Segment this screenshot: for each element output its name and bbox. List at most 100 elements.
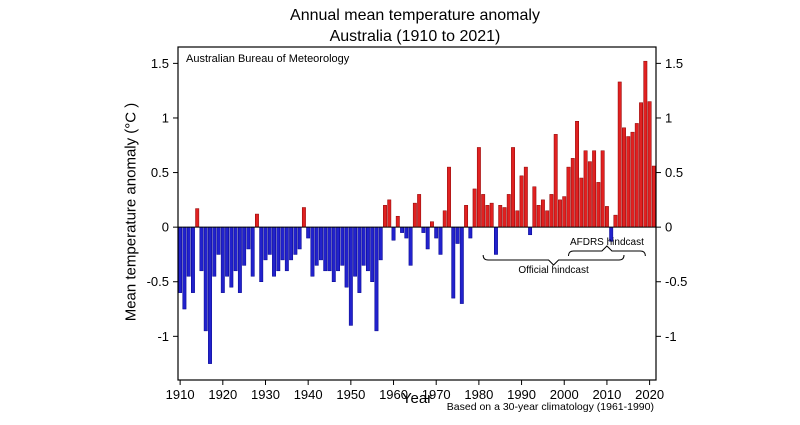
- bar-year-1925: [242, 226, 247, 266]
- bar-year-2001: [566, 166, 571, 228]
- bar-year-1977: [464, 205, 469, 228]
- bar-year-1932: [272, 226, 276, 277]
- bar-year-1995: [540, 199, 545, 228]
- bar-year-1917: [208, 226, 212, 364]
- bar-year-1975: [455, 226, 460, 244]
- bar-year-1980: [476, 147, 481, 228]
- bar-year-1924: [237, 226, 242, 293]
- bar-year-1974: [451, 226, 456, 299]
- bar-year-1918: [212, 226, 217, 277]
- y-tick-label-left: 1: [162, 110, 169, 125]
- bar-year-2008: [596, 182, 601, 228]
- bar-year-2014: [622, 127, 626, 228]
- bar-year-1987: [506, 194, 511, 228]
- bar-year-2004: [579, 177, 584, 228]
- x-tick-label: 1910: [166, 387, 195, 402]
- y-tick-label-left: 1.5: [151, 56, 169, 71]
- bar-year-2020: [647, 101, 652, 228]
- bar-year-1931: [267, 226, 272, 255]
- x-tick-label: 2000: [550, 387, 579, 402]
- bar-year-1967: [421, 226, 426, 233]
- bar-year-1989: [515, 210, 520, 228]
- bar-year-1965: [412, 202, 417, 228]
- bar-year-1963: [404, 226, 409, 239]
- afdrs-hindcast-label: AFDRS hindcast: [570, 237, 644, 248]
- y-tick-label-left: -0.5: [147, 274, 169, 289]
- bar-year-1944: [323, 226, 328, 272]
- bar-year-2018: [639, 102, 644, 228]
- bar-year-1948: [340, 226, 345, 266]
- bar-year-2009: [600, 150, 605, 228]
- bar-year-1962: [400, 226, 405, 233]
- y-tick-label-right: 1.5: [665, 56, 683, 71]
- afdrs-hindcast-brace: [568, 245, 646, 257]
- bar-year-1957: [378, 226, 383, 261]
- x-tick-label: 1950: [336, 387, 365, 402]
- bar-year-1940: [306, 226, 311, 239]
- bar-year-2021: [651, 165, 656, 228]
- bar-year-1929: [259, 226, 264, 282]
- bar-year-1928: [255, 213, 259, 228]
- bar-year-1991: [523, 166, 528, 228]
- x-tick-label: 2020: [635, 387, 664, 402]
- bar-year-1910: [178, 226, 183, 293]
- bar-year-1969: [430, 221, 434, 228]
- x-tick-label: 1930: [251, 387, 280, 402]
- bar-year-2002: [570, 158, 575, 228]
- bar-year-1964: [408, 226, 413, 266]
- x-tick-label: 1970: [422, 387, 451, 402]
- bar-year-1979: [472, 188, 477, 228]
- bar-year-1935: [284, 226, 289, 272]
- bar-year-1920: [220, 226, 225, 293]
- bar-year-1951: [353, 226, 358, 277]
- bar-year-1943: [319, 226, 323, 261]
- bar-year-1959: [387, 199, 392, 228]
- bar-year-2019: [643, 60, 648, 228]
- bar-year-2007: [592, 150, 597, 228]
- bar-year-1915: [199, 226, 204, 272]
- source-watermark: Australian Bureau of Meteorology: [186, 53, 350, 65]
- bar-year-1921: [225, 226, 230, 277]
- bar-year-2017: [634, 123, 639, 228]
- bar-year-1927: [250, 226, 255, 277]
- bar-year-2016: [630, 131, 635, 228]
- bar-year-1949: [344, 226, 349, 288]
- bar-year-1953: [361, 226, 366, 266]
- bar-year-2012: [613, 214, 618, 228]
- bar-year-1983: [489, 202, 494, 228]
- bar-year-1958: [383, 205, 387, 228]
- bar-year-1947: [336, 226, 340, 272]
- bar-year-1946: [331, 226, 336, 282]
- y-tick-label-right: -0.5: [665, 274, 687, 289]
- bar-year-1941: [310, 226, 315, 277]
- chart-title-line2: Australia (1910 to 2021): [329, 28, 501, 46]
- bar-year-1994: [536, 205, 541, 228]
- bar-year-1982: [485, 205, 490, 228]
- bar-year-1966: [417, 194, 422, 228]
- bar-year-1938: [297, 226, 302, 250]
- bar-year-1923: [233, 226, 238, 272]
- bar-year-1950: [348, 226, 353, 326]
- bar-year-1981: [481, 194, 486, 228]
- bar-year-1933: [276, 226, 281, 272]
- bar-year-1914: [195, 208, 200, 228]
- bar-year-1960: [391, 226, 396, 241]
- bar-year-1997: [549, 194, 554, 228]
- bar-year-1936: [289, 226, 294, 261]
- bar-year-1992: [528, 226, 533, 236]
- bar-year-2006: [587, 161, 592, 228]
- bar-year-1956: [374, 226, 379, 332]
- y-tick-label-left: 0: [162, 220, 169, 235]
- bar-year-1970: [434, 226, 439, 239]
- x-axis-label: Year: [401, 390, 433, 407]
- bar-year-2005: [583, 150, 588, 228]
- x-tick-label: 1960: [379, 387, 408, 402]
- bar-year-1939: [301, 207, 306, 228]
- bar-year-1993: [532, 186, 537, 228]
- bar-year-1971: [438, 226, 443, 255]
- bar-year-1937: [293, 226, 298, 255]
- bar-year-1911: [182, 226, 187, 310]
- x-tick-label: 1990: [507, 387, 536, 402]
- bar-year-1934: [280, 226, 285, 261]
